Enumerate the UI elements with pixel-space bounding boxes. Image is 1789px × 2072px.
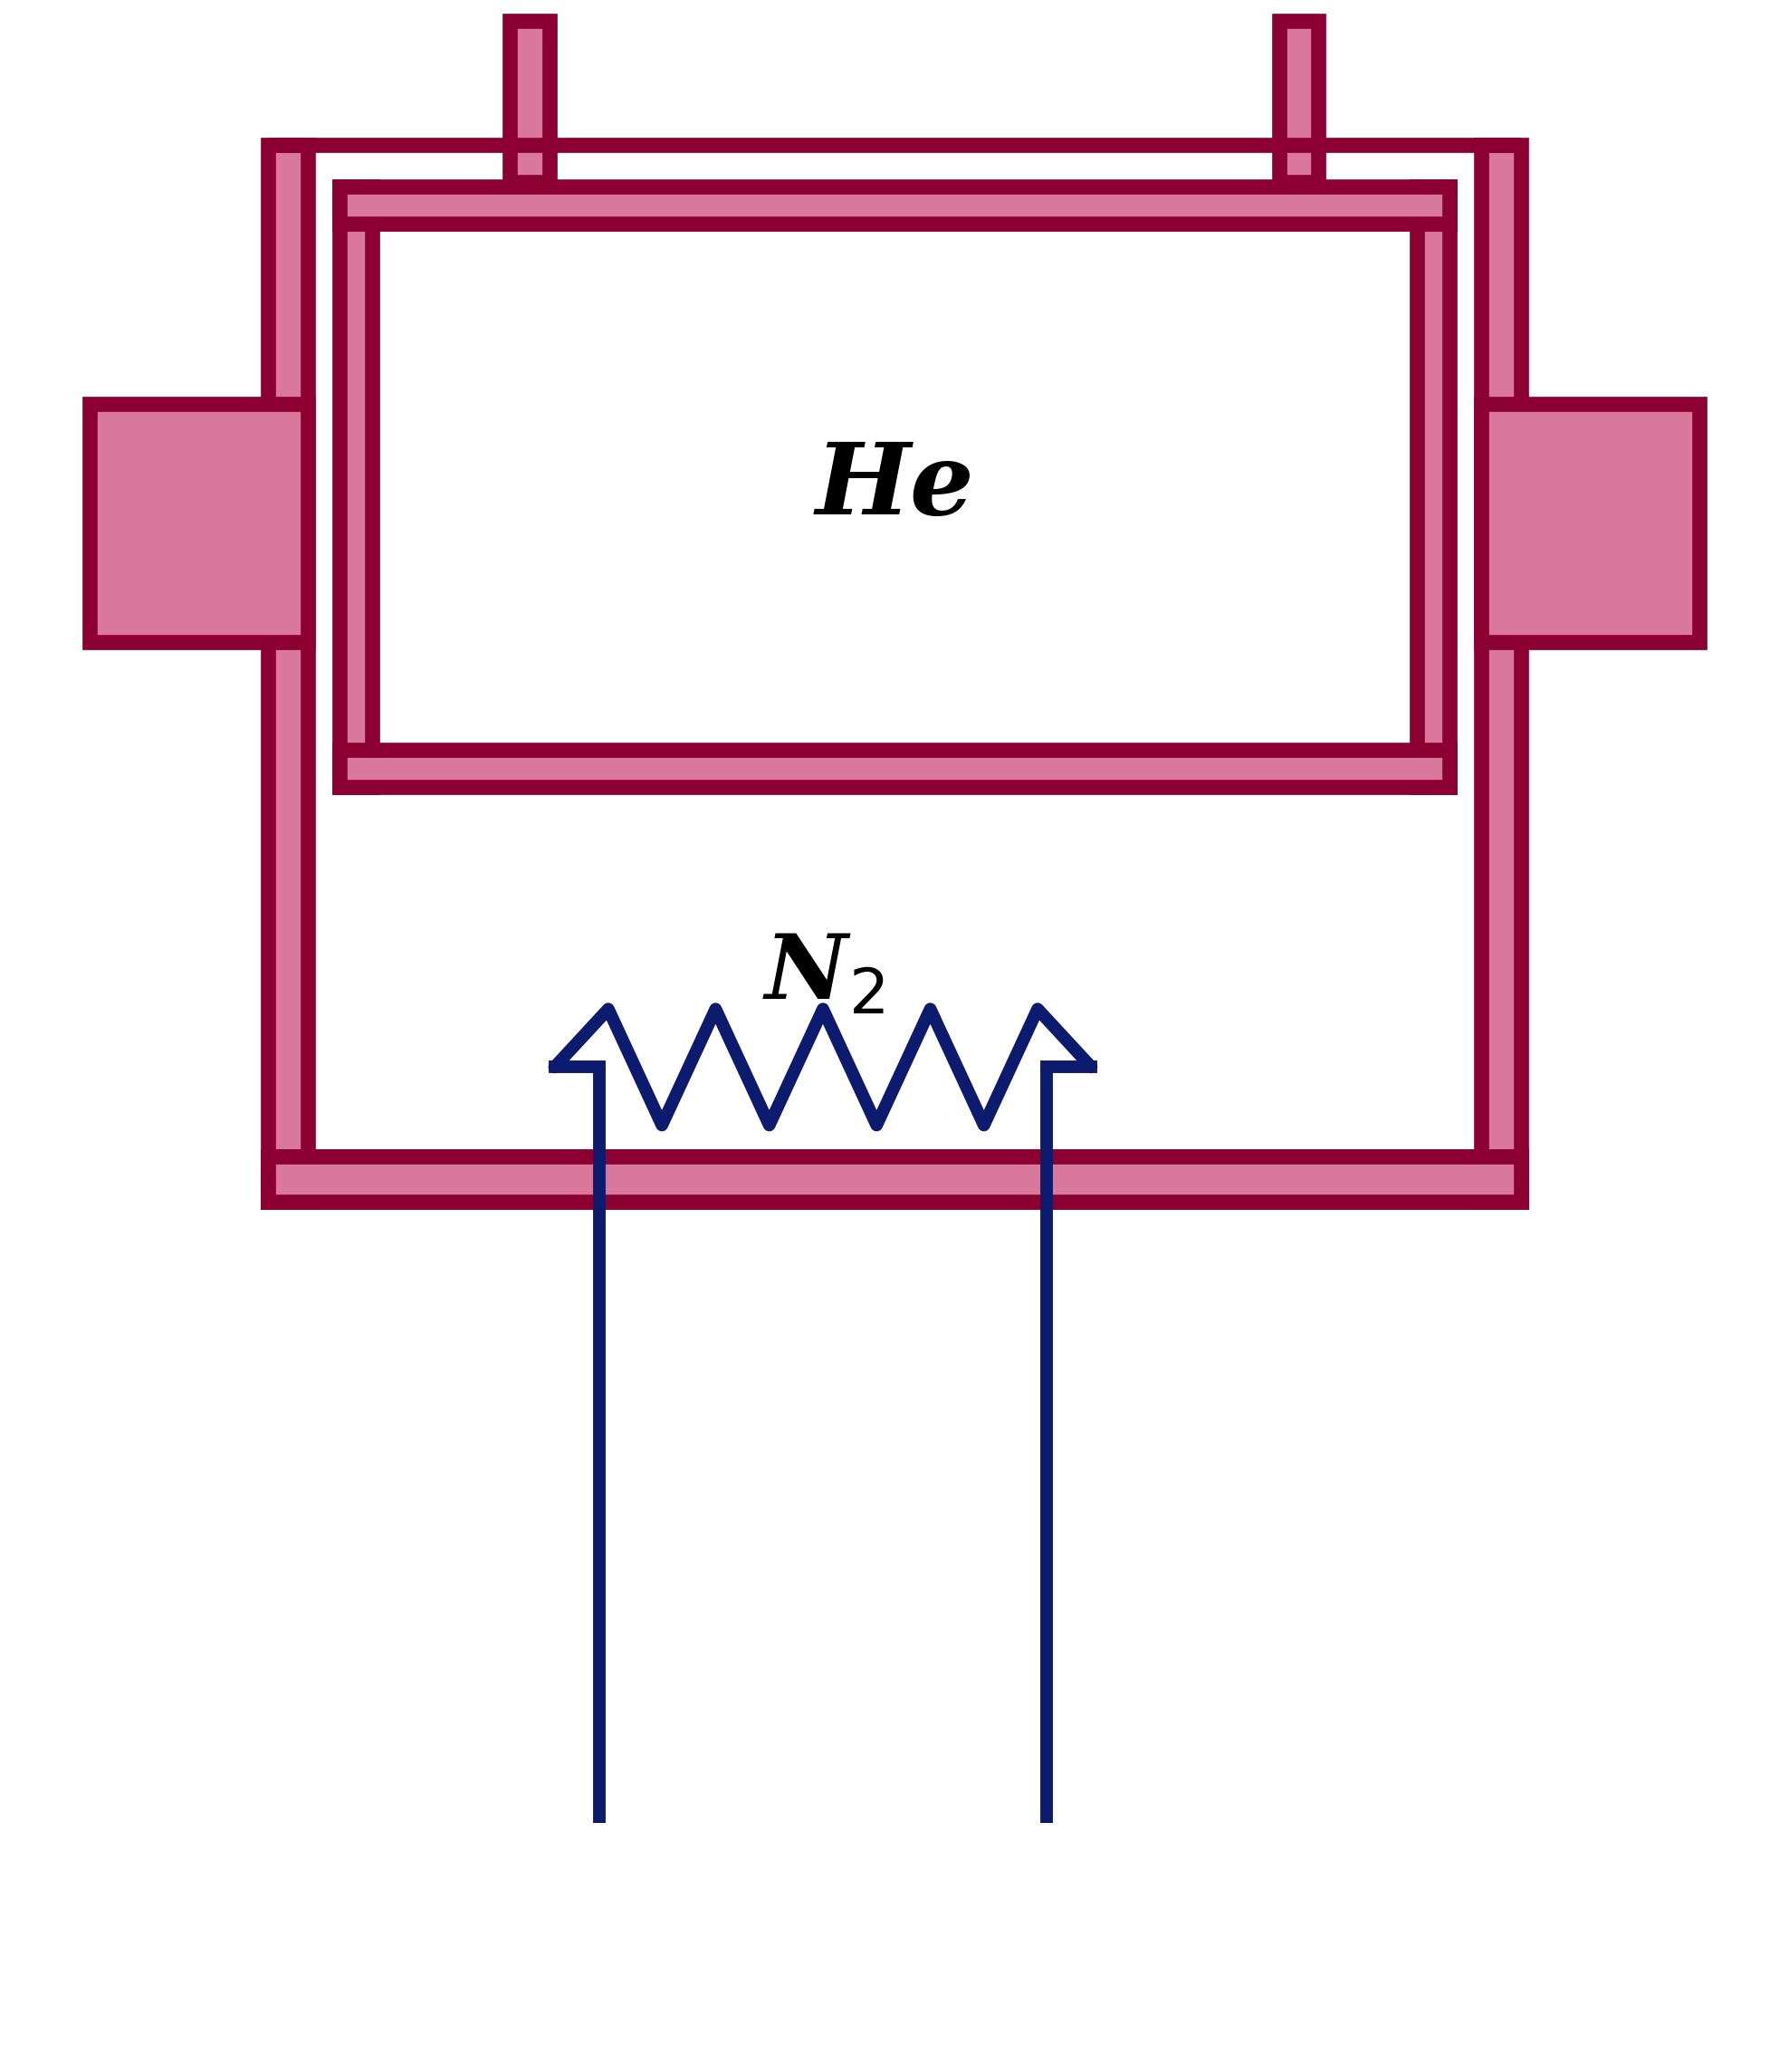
Bar xyxy=(268,1156,1521,1202)
Bar xyxy=(340,186,372,787)
Text: N$_2$: N$_2$ xyxy=(762,930,884,1017)
Bar xyxy=(510,21,549,182)
Bar xyxy=(1481,145,1521,1202)
Bar xyxy=(268,1156,1521,1202)
Bar xyxy=(340,186,1449,224)
Bar xyxy=(268,145,308,1202)
Text: He: He xyxy=(816,439,973,535)
Bar xyxy=(1279,21,1318,182)
Bar xyxy=(89,404,308,642)
Bar xyxy=(1417,186,1449,787)
Bar xyxy=(340,750,1449,787)
Bar xyxy=(1481,404,1700,642)
